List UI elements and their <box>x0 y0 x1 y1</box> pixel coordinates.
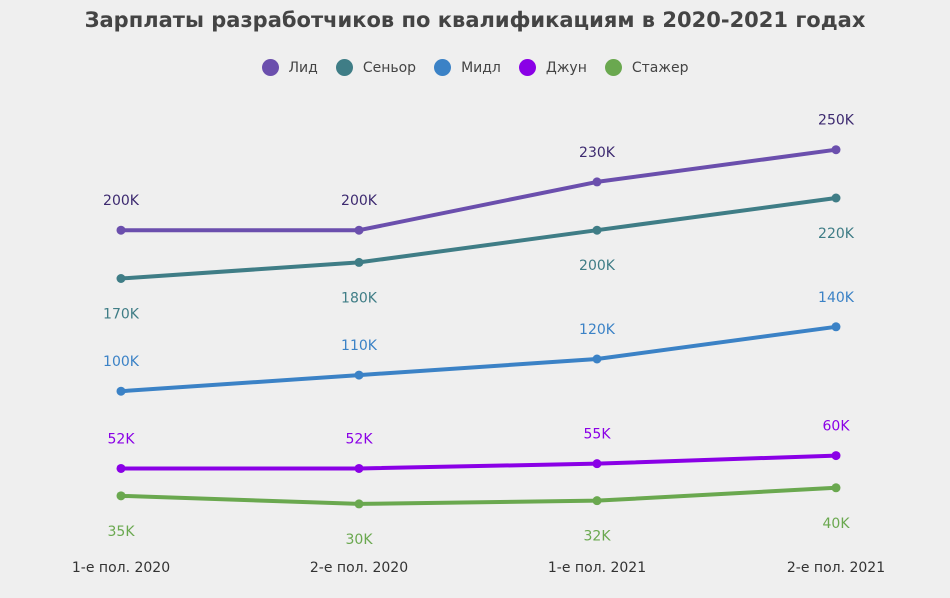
legend-label-junior: Джун <box>545 59 587 76</box>
legend-item-junior[interactable]: Джун <box>518 59 587 76</box>
data-label-intern: 35K <box>108 524 136 540</box>
data-label-junior: 52K <box>108 431 136 447</box>
legend-marker-middle <box>434 59 452 76</box>
data-label-senior: 180K <box>341 290 378 306</box>
data-point-intern[interactable] <box>116 491 126 501</box>
data-label-intern: 30K <box>346 532 374 548</box>
series-line-middle <box>120 324 837 394</box>
data-label-lead: 230K <box>579 145 616 161</box>
data-label-senior: 200K <box>579 258 616 274</box>
data-point-intern[interactable] <box>354 499 364 509</box>
data-point-lead[interactable] <box>354 225 364 235</box>
data-label-intern: 32K <box>584 529 612 545</box>
x-tick-label: 1-е пол. 2021 <box>548 560 646 576</box>
data-point-junior[interactable] <box>116 463 126 473</box>
data-label-senior: 220K <box>818 226 855 242</box>
series-line-lead <box>121 147 837 233</box>
chart-title: Зарплаты разработчиков по квалификациям … <box>84 8 866 32</box>
data-point-middle[interactable] <box>116 386 126 396</box>
x-tick-label: 1-е пол. 2020 <box>72 560 170 576</box>
data-point-senior[interactable] <box>354 257 364 267</box>
legend-marker-lead <box>261 59 279 76</box>
data-label-lead: 200K <box>341 193 378 209</box>
series-line-junior <box>121 453 837 471</box>
data-point-senior[interactable] <box>831 193 841 203</box>
data-point-middle[interactable] <box>354 370 364 380</box>
data-label-junior: 60K <box>823 419 851 435</box>
legend-marker-senior <box>335 59 353 76</box>
data-label-middle: 140K <box>818 290 855 306</box>
data-point-senior[interactable] <box>116 274 126 283</box>
data-point-lead[interactable] <box>831 145 841 155</box>
data-point-junior[interactable] <box>354 463 364 473</box>
legend-label-senior: Сеньор <box>362 59 417 76</box>
data-label-intern: 40K <box>823 516 851 532</box>
legend-marker-junior <box>518 59 536 76</box>
data-point-junior[interactable] <box>831 451 841 461</box>
series-line-intern <box>120 485 837 506</box>
legend-marker-intern <box>604 59 622 76</box>
legend-item-lead[interactable]: Лид <box>261 59 318 76</box>
data-point-intern[interactable] <box>831 483 841 493</box>
data-label-senior: 170K <box>103 307 140 323</box>
data-point-lead[interactable] <box>116 225 126 235</box>
data-point-senior[interactable] <box>592 225 602 235</box>
legend-label-middle: Мидл <box>461 59 501 76</box>
data-label-lead: 200K <box>103 193 140 209</box>
data-label-junior: 55K <box>584 427 612 443</box>
legend: Лид Сеньор Мидл Джун Стажер <box>0 59 950 76</box>
x-tick-label: 2-е пол. 2021 <box>787 560 885 576</box>
legend-item-senior[interactable]: Сеньор <box>335 59 417 76</box>
legend-label-intern: Стажер <box>631 59 689 76</box>
data-label-middle: 110K <box>341 338 378 354</box>
data-point-middle[interactable] <box>831 322 841 332</box>
legend-item-middle[interactable]: Мидл <box>434 59 501 76</box>
data-label-middle: 120K <box>579 322 616 338</box>
data-point-lead[interactable] <box>592 177 602 187</box>
data-label-junior: 52K <box>346 431 374 447</box>
data-point-intern[interactable] <box>592 496 602 506</box>
data-label-middle: 100K <box>103 354 140 370</box>
legend-item-intern[interactable]: Стажер <box>604 59 689 76</box>
legend-label-lead: Лид <box>288 59 318 76</box>
series-line-senior <box>120 196 837 281</box>
data-point-middle[interactable] <box>592 354 602 364</box>
x-tick-label: 2-е пол. 2020 <box>310 560 408 576</box>
data-label-lead: 250K <box>818 113 855 129</box>
data-point-junior[interactable] <box>592 459 602 469</box>
